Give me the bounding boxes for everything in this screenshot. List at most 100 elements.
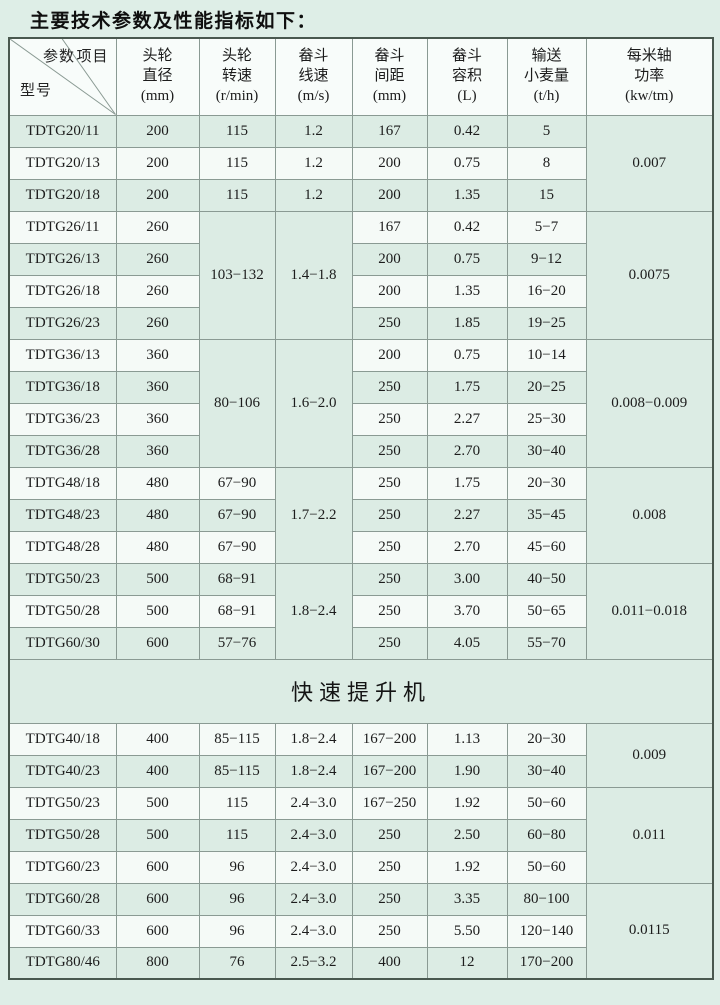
cell-model: TDTG48/28: [8, 530, 117, 564]
header-line: (mm): [372, 87, 407, 104]
header-line: 功率: [634, 67, 665, 84]
cell-volume: 0.75: [426, 338, 508, 372]
cell-volume: 0.75: [426, 146, 508, 180]
cell-linespeed: 1.8−2.4: [274, 722, 353, 756]
cell-capacity: 50−60: [506, 786, 587, 820]
cell-pitch: 167: [351, 210, 428, 244]
corner-label-model: 型号: [20, 82, 53, 99]
cell-speed: 85−115: [198, 722, 276, 756]
section-banner-fast-elevator: 快速提升机: [8, 658, 714, 724]
table-row: TDTG20/13 200 115 1.2 200 0.75 8: [8, 146, 713, 180]
cell-pitch: 200: [351, 146, 428, 180]
cell-linespeed: 2.4−3.0: [274, 882, 353, 916]
cell-speed: 67−90: [198, 498, 276, 532]
cell-pitch: 250: [351, 498, 428, 532]
cell-pitch: 200: [351, 338, 428, 372]
cell-volume: 12: [426, 946, 508, 980]
cell-speed: 68−91: [198, 562, 276, 596]
cell-capacity: 55−70: [506, 626, 587, 660]
table-row: TDTG50/28 500 68−91 250 3.70 50−65: [8, 594, 713, 628]
cell-linespeed: 1.2: [274, 146, 353, 180]
diagonal-divider: 参数 项目 型号: [10, 39, 116, 115]
cell-model: TDTG36/23: [8, 402, 117, 436]
cell-model: TDTG26/13: [8, 242, 117, 276]
section-banner-row: 快速提升机: [8, 658, 714, 724]
header-line: 转速: [221, 67, 252, 84]
cell-diameter: 480: [115, 530, 200, 564]
cell-linespeed: 1.6−2.0: [274, 338, 353, 468]
table-row: TDTG60/33 600 96 2.4−3.0 250 5.50 120−14…: [8, 914, 713, 948]
header-line: 每米轴: [626, 48, 672, 65]
table-row: TDTG48/23 480 67−90 250 2.27 35−45: [8, 498, 713, 532]
cell-capacity: 9−12: [506, 242, 587, 276]
cell-model: TDTG60/30: [8, 626, 117, 660]
cell-diameter: 500: [115, 594, 200, 628]
cell-volume: 2.70: [426, 434, 508, 468]
cell-capacity: 45−60: [506, 530, 587, 564]
cell-volume: 2.27: [426, 498, 508, 532]
cell-capacity: 20−30: [506, 722, 587, 756]
cell-diameter: 500: [115, 818, 200, 852]
cell-power: 0.011: [585, 786, 714, 884]
cell-model: TDTG20/13: [8, 146, 117, 180]
cell-speed: 80−106: [198, 338, 276, 468]
cell-volume: 1.92: [426, 786, 508, 820]
cell-capacity: 35−45: [506, 498, 587, 532]
header-line: 间距: [374, 67, 405, 84]
header-row: 参数 项目 型号 头轮 直径 (mm) 头轮 转速 (r/min) 畚斗: [8, 37, 714, 116]
cell-speed: 67−90: [198, 530, 276, 564]
header-bucket-pitch: 畚斗 间距 (mm): [351, 37, 428, 116]
cell-volume: 3.70: [426, 594, 508, 628]
cell-capacity: 120−140: [506, 914, 587, 948]
cell-capacity: 5−7: [506, 210, 587, 244]
cell-linespeed: 2.5−3.2: [274, 946, 353, 980]
cell-volume: 0.42: [426, 210, 508, 244]
cell-diameter: 600: [115, 626, 200, 660]
table-row: TDTG26/11 260 103−132 1.4−1.8 167 0.42 5…: [8, 210, 714, 340]
cell-diameter: 260: [115, 210, 200, 244]
cell-model: TDTG26/11: [8, 210, 117, 244]
cell-speed: 103−132: [198, 210, 276, 340]
table-row: TDTG48/28 480 67−90 250 2.70 45−60: [8, 530, 713, 564]
header-line: 小麦量: [523, 67, 569, 84]
cell-speed: 115: [198, 178, 276, 212]
cell-capacity: 8: [506, 146, 587, 180]
cell-speed: 96: [198, 882, 276, 916]
header-line: (t/h): [533, 87, 560, 104]
cell-volume: 4.05: [426, 626, 508, 660]
table-row: TDTG50/28 500 115 2.4−3.0 250 2.50 60−80: [8, 818, 713, 852]
cell-pitch: 200: [351, 178, 428, 212]
cell-diameter: 400: [115, 722, 200, 756]
cell-volume: 2.27: [426, 402, 508, 436]
table-row: TDTG36/28 360 250 2.70 30−40: [8, 434, 713, 468]
cell-volume: 1.35: [426, 274, 508, 308]
cell-volume: 0.42: [426, 114, 508, 148]
cell-pitch: 250: [351, 306, 428, 340]
cell-volume: 0.75: [426, 242, 508, 276]
cell-volume: 1.92: [426, 850, 508, 884]
table-row: TDTG40/23 400 85−115 1.8−2.4 167−200 1.9…: [8, 754, 713, 788]
header-line: 容积: [451, 67, 482, 84]
cell-model: TDTG50/23: [8, 786, 117, 820]
cell-capacity: 30−40: [506, 754, 587, 788]
header-line: 输送: [531, 48, 562, 65]
cell-diameter: 600: [115, 850, 200, 884]
cell-linespeed: 2.4−3.0: [274, 818, 353, 852]
cell-speed: 115: [198, 146, 276, 180]
cell-diameter: 200: [115, 178, 200, 212]
table-row: TDTG36/13 360 80−106 1.6−2.0 200 0.75 10…: [8, 338, 714, 468]
cell-model: TDTG80/46: [8, 946, 117, 980]
cell-model: TDTG60/28: [8, 882, 117, 916]
cell-volume: 5.50: [426, 914, 508, 948]
cell-volume: 1.13: [426, 722, 508, 756]
cell-model: TDTG60/33: [8, 914, 117, 948]
cell-power: 0.011−0.018: [585, 562, 714, 660]
cell-model: TDTG36/18: [8, 370, 117, 404]
cell-capacity: 19−25: [506, 306, 587, 340]
cell-model: TDTG40/23: [8, 754, 117, 788]
cell-speed: 76: [198, 946, 276, 980]
cell-pitch: 200: [351, 274, 428, 308]
header-line: 畚斗: [298, 48, 329, 65]
header-line: 畚斗: [451, 48, 482, 65]
